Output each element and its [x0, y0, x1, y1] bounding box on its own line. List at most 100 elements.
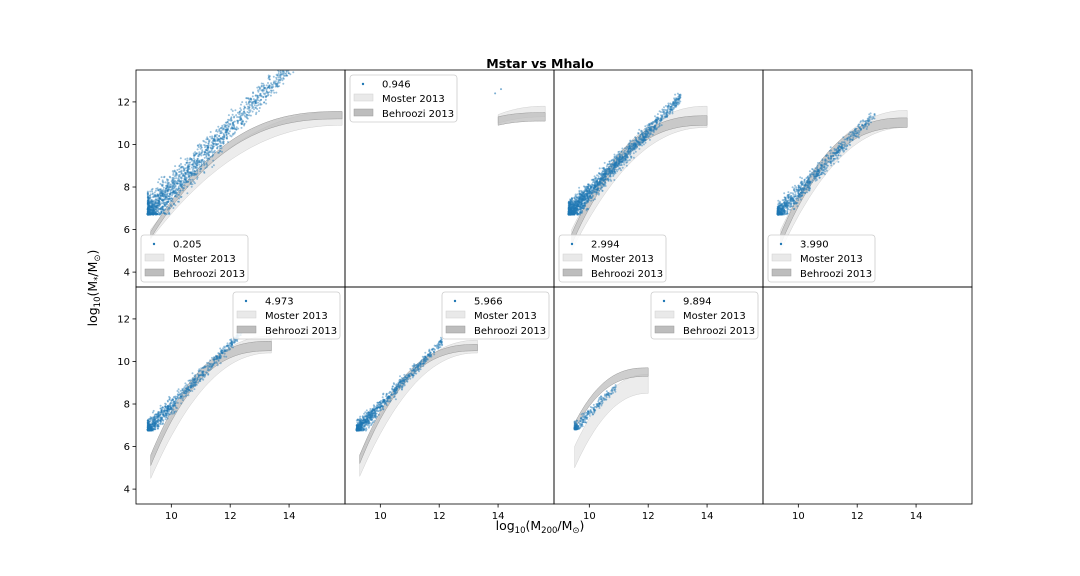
data-point: [202, 139, 205, 142]
data-point: [655, 118, 658, 121]
data-point: [642, 141, 645, 144]
data-point: [205, 141, 207, 144]
data-point: [146, 212, 149, 215]
data-point: [663, 112, 666, 115]
data-point: [244, 112, 247, 115]
data-point: [161, 184, 164, 187]
data-point: [578, 192, 581, 195]
data-point: [603, 168, 606, 171]
data-point: [593, 184, 596, 187]
data-point: [205, 138, 208, 141]
data-point: [166, 185, 169, 188]
data-point: [571, 212, 574, 215]
data-point: [251, 101, 254, 104]
data-point: [792, 208, 795, 211]
data-point: [148, 208, 150, 211]
data-point: [609, 162, 612, 165]
data-point: [212, 139, 215, 142]
data-point: [246, 117, 249, 120]
data-point: [593, 187, 596, 190]
data-point: [656, 120, 659, 123]
data-point: [188, 178, 191, 181]
data-point: [147, 212, 150, 215]
data-point: [633, 147, 636, 150]
data-point: [207, 142, 210, 145]
data-point: [150, 199, 153, 202]
data-point: [588, 192, 591, 195]
data-point: [609, 171, 612, 174]
data-point: [160, 189, 163, 192]
data-point: [570, 213, 572, 216]
data-point: [203, 170, 206, 173]
data-point: [637, 140, 639, 143]
data-point: [183, 168, 186, 171]
data-point: [656, 113, 659, 116]
data-point: [567, 208, 570, 211]
data-point: [667, 107, 670, 110]
data-point: [166, 190, 169, 192]
data-point: [154, 189, 157, 192]
data-point: [146, 213, 149, 216]
data-point: [197, 155, 200, 158]
data-point: [147, 212, 149, 215]
data-point: [824, 159, 826, 162]
data-point: [147, 212, 150, 215]
data-point: [146, 190, 149, 193]
data-point: [569, 213, 572, 215]
data-point: [573, 209, 576, 212]
data-point: [168, 192, 171, 195]
data-point: [249, 104, 251, 106]
data-point: [161, 190, 164, 193]
data-point: [634, 137, 637, 139]
data-point: [656, 116, 659, 119]
data-point: [207, 148, 210, 151]
legend-behroozi-swatch: [144, 268, 165, 277]
data-point: [614, 162, 617, 165]
data-point: [186, 164, 189, 167]
data-point: [567, 213, 570, 215]
data-point: [195, 163, 198, 166]
data-point: [807, 178, 810, 181]
data-point: [633, 141, 636, 144]
data-point: [583, 202, 586, 205]
data-point: [666, 110, 669, 113]
data-point: [156, 198, 159, 201]
data-point: [781, 212, 784, 214]
data-point: [151, 202, 154, 205]
data-point: [174, 182, 177, 184]
data-point: [643, 138, 646, 141]
data-point: [148, 212, 151, 215]
data-point: [858, 136, 860, 139]
data-point: [183, 181, 185, 184]
data-point: [147, 213, 150, 216]
data-point: [571, 197, 574, 200]
data-point: [623, 155, 626, 158]
data-point: [201, 149, 204, 152]
data-point: [570, 205, 573, 208]
data-point: [672, 103, 675, 106]
data-point: [153, 191, 156, 194]
data-point: [209, 135, 212, 138]
data-point: [607, 165, 610, 168]
data-point: [569, 207, 572, 209]
data-point: [620, 158, 623, 161]
data-point: [653, 126, 656, 129]
data-point: [617, 157, 620, 160]
data-point: [567, 212, 570, 214]
data-point: [187, 167, 190, 170]
data-point: [578, 198, 580, 200]
data-point: [253, 104, 256, 107]
data-point: [832, 157, 835, 160]
data-point: [574, 204, 576, 207]
data-point: [795, 202, 798, 205]
data-point: [586, 191, 589, 194]
data-point: [167, 188, 170, 191]
data-point: [194, 151, 197, 154]
data-point: [575, 202, 577, 205]
data-point: [571, 212, 574, 215]
data-point: [146, 212, 149, 215]
data-point: [160, 212, 163, 215]
data-point: [583, 201, 586, 204]
data-point: [664, 116, 666, 119]
data-point: [835, 148, 837, 151]
